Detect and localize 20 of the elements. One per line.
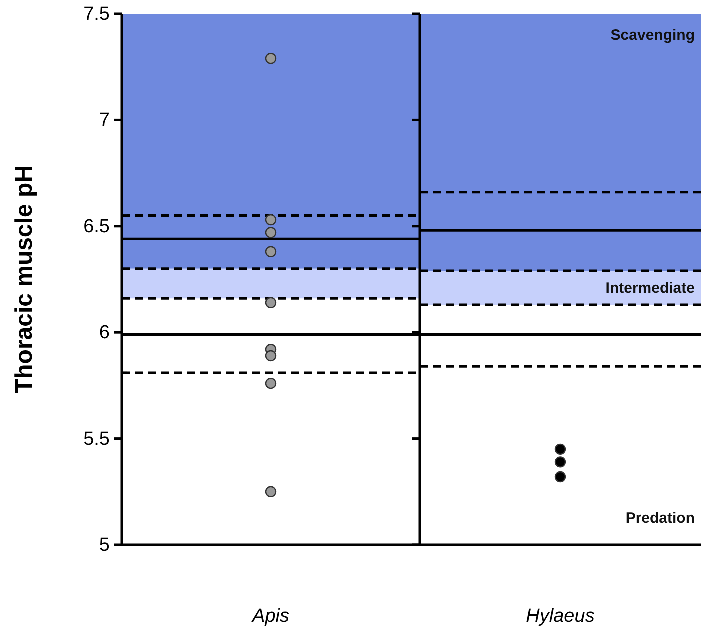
x-tick-label: Hylaeus <box>526 606 596 627</box>
x-tick-label: Apis <box>252 606 290 627</box>
point <box>265 297 277 308</box>
band-label: Scavenging <box>610 27 695 44</box>
y-tick-label: 6.5 <box>84 216 110 238</box>
point <box>265 227 277 238</box>
y-tick-label: 7.5 <box>84 4 110 25</box>
y-tick-label: 7 <box>99 110 110 132</box>
point <box>265 378 277 390</box>
point <box>265 350 277 362</box>
point <box>265 214 277 226</box>
point <box>265 246 277 258</box>
y-tick-label: 6 <box>99 322 110 344</box>
y-tick-label: 5.5 <box>84 428 110 450</box>
band-label: Intermediate <box>606 280 695 297</box>
point <box>265 486 277 498</box>
y-tick-label: 5 <box>99 535 110 556</box>
annotation: Predation <box>626 510 695 527</box>
point <box>265 53 277 64</box>
y-axis-title: Thoracic muscle pH <box>11 165 38 394</box>
